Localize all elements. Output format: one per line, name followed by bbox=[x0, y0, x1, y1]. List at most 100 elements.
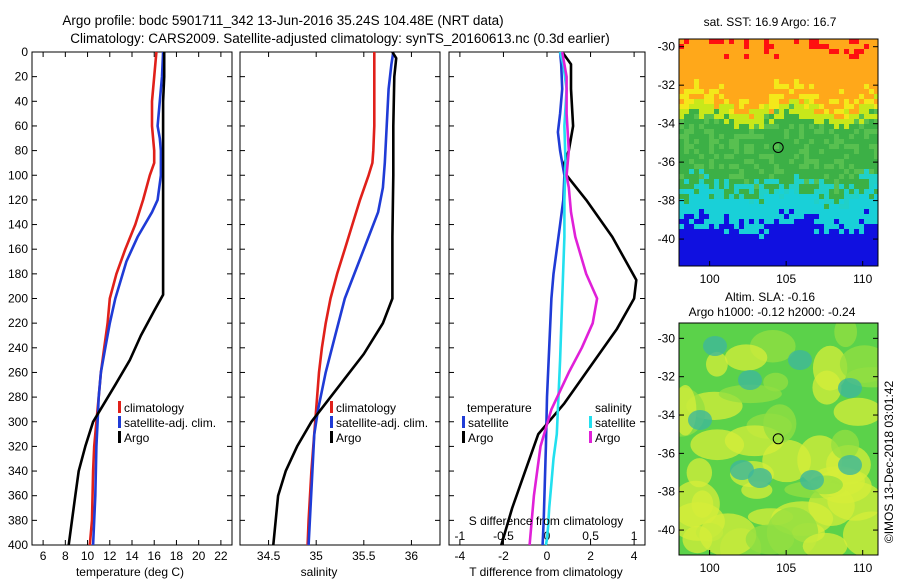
sst-pixel bbox=[839, 229, 844, 234]
sst-pixel bbox=[809, 39, 814, 44]
sst-pixel bbox=[794, 179, 799, 184]
sst-pixel bbox=[809, 119, 814, 124]
sst-pixel bbox=[849, 124, 854, 129]
sst-pixel bbox=[694, 74, 699, 79]
map-x-tick-label: 110 bbox=[853, 561, 872, 575]
sst-pixel bbox=[869, 54, 874, 59]
sst-pixel bbox=[749, 139, 754, 144]
sst-pixel bbox=[769, 254, 774, 259]
sst-pixel bbox=[799, 74, 804, 79]
sst-pixel bbox=[809, 169, 814, 174]
sst-pixel bbox=[814, 199, 819, 204]
sst-pixel bbox=[854, 154, 859, 159]
sst-pixel bbox=[794, 104, 799, 109]
sst-pixel bbox=[724, 174, 729, 179]
sst-pixel bbox=[819, 184, 824, 189]
sst-pixel bbox=[804, 224, 809, 229]
sst-pixel bbox=[684, 69, 689, 74]
sst-pixel bbox=[764, 219, 769, 224]
sst-pixel bbox=[679, 109, 684, 114]
sst-pixel bbox=[819, 149, 824, 154]
sst-pixel bbox=[814, 89, 819, 94]
sst-pixel bbox=[874, 264, 878, 266]
sst-pixel bbox=[704, 259, 709, 264]
sst-pixel bbox=[859, 174, 864, 179]
sst-pixel bbox=[759, 179, 764, 184]
sst-pixel bbox=[754, 219, 759, 224]
sst-pixel bbox=[839, 249, 844, 254]
sst-pixel bbox=[704, 224, 709, 229]
sst-pixel bbox=[784, 149, 789, 154]
sst-pixel bbox=[799, 79, 804, 84]
sst-pixel bbox=[804, 74, 809, 79]
sst-pixel bbox=[759, 119, 764, 124]
sst-pixel bbox=[724, 169, 729, 174]
sst-pixel bbox=[734, 154, 739, 159]
sst-pixel bbox=[679, 244, 684, 249]
sst-pixel bbox=[784, 204, 789, 209]
sst-pixel bbox=[799, 44, 804, 49]
sla-anomaly-patch bbox=[763, 372, 789, 392]
sst-pixel bbox=[774, 89, 779, 94]
sst-pixel bbox=[689, 189, 694, 194]
sst-pixel bbox=[849, 244, 854, 249]
sst-pixel bbox=[739, 244, 744, 249]
sst-pixel bbox=[694, 149, 699, 154]
sst-pixel bbox=[869, 179, 874, 184]
sst-pixel bbox=[839, 94, 844, 99]
sst-pixel bbox=[774, 209, 779, 214]
sst-pixel bbox=[869, 39, 874, 44]
sst-pixel bbox=[819, 214, 824, 219]
sst-pixel bbox=[759, 99, 764, 104]
sst-pixel bbox=[724, 54, 729, 59]
sst-pixel bbox=[679, 194, 684, 199]
sst-pixel bbox=[829, 44, 834, 49]
sla-anomaly-patch bbox=[833, 397, 878, 426]
sla-anomaly-patch bbox=[718, 384, 782, 404]
sst-pixel bbox=[769, 39, 774, 44]
sst-pixel bbox=[834, 239, 839, 244]
sst-pixel bbox=[844, 39, 849, 44]
sst-pixel bbox=[819, 59, 824, 64]
sst-pixel bbox=[729, 39, 734, 44]
sst-pixel bbox=[729, 214, 734, 219]
sst-pixel bbox=[859, 139, 864, 144]
sla-anomaly-patch bbox=[699, 513, 757, 555]
sst-pixel bbox=[819, 234, 824, 239]
sst-pixel bbox=[694, 89, 699, 94]
sst-pixel bbox=[709, 114, 714, 119]
sst-pixel bbox=[754, 234, 759, 239]
sst-pixel bbox=[849, 74, 854, 79]
sst-pixel bbox=[724, 89, 729, 94]
sst-pixel bbox=[734, 74, 739, 79]
sst-pixel bbox=[834, 209, 839, 214]
series-line-satellite-adj-clim- bbox=[307, 51, 395, 546]
sst-pixel bbox=[719, 119, 724, 124]
sst-pixel bbox=[814, 64, 819, 69]
sst-pixel bbox=[744, 239, 749, 244]
legend-swatch-t-satellite bbox=[462, 416, 465, 428]
sst-pixel bbox=[804, 84, 809, 89]
sst-pixel bbox=[849, 109, 854, 114]
sst-pixel bbox=[779, 249, 784, 254]
sst-pixel bbox=[869, 59, 874, 64]
sst-pixel bbox=[709, 99, 714, 104]
sst-pixel bbox=[759, 94, 764, 99]
sst-pixel bbox=[689, 84, 694, 89]
sst-pixel bbox=[729, 209, 734, 214]
sst-pixel bbox=[709, 39, 714, 44]
sst-pixel bbox=[709, 124, 714, 129]
sst-pixel bbox=[844, 194, 849, 199]
sst-pixel bbox=[814, 159, 819, 164]
sst-pixel bbox=[679, 219, 684, 224]
sst-pixel bbox=[759, 209, 764, 214]
sst-pixel bbox=[829, 249, 834, 254]
sst-pixel bbox=[824, 264, 829, 266]
sst-pixel bbox=[699, 204, 704, 209]
sst-pixel bbox=[764, 99, 769, 104]
sst-pixel bbox=[809, 164, 814, 169]
sst-pixel bbox=[789, 59, 794, 64]
sst-pixel bbox=[724, 159, 729, 164]
sst-pixel bbox=[689, 94, 694, 99]
sst-pixel bbox=[684, 239, 689, 244]
